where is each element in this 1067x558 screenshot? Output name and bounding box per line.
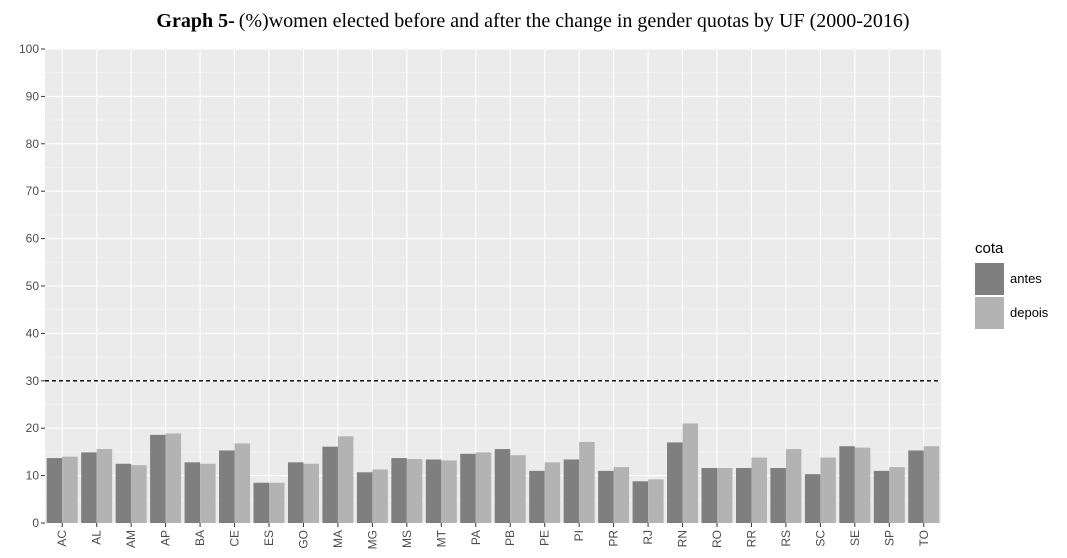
- bar: [613, 467, 630, 523]
- x-tick-label: MA: [331, 530, 345, 548]
- bar: [735, 468, 752, 523]
- bar: [81, 452, 97, 523]
- bar: [854, 447, 871, 523]
- bar: [544, 462, 561, 523]
- bar: [460, 453, 476, 523]
- y-tick-label: 60: [26, 232, 40, 246]
- x-tick-label: RO: [710, 530, 724, 548]
- bar: [804, 474, 821, 523]
- y-tick-label: 40: [26, 326, 40, 340]
- bar: [322, 446, 338, 523]
- bar: [717, 468, 733, 523]
- bar: [269, 482, 285, 523]
- bar: [425, 459, 442, 523]
- x-tick-label: BA: [193, 530, 207, 546]
- legend-label: antes: [1010, 271, 1042, 286]
- bar: [337, 436, 354, 523]
- y-tick-label: 80: [26, 137, 40, 151]
- bar: [908, 450, 924, 523]
- bar: [598, 470, 614, 523]
- bar: [770, 468, 786, 523]
- y-tick-label: 10: [26, 469, 40, 483]
- y-tick-label: 100: [19, 42, 39, 56]
- bar: [873, 470, 890, 523]
- bar: [494, 449, 511, 523]
- bar: [391, 458, 407, 523]
- bar: [889, 467, 905, 523]
- bar: [701, 468, 717, 523]
- bar: [667, 442, 683, 523]
- bar: [510, 455, 526, 523]
- y-tick-label: 30: [26, 374, 40, 388]
- bar: [579, 441, 595, 523]
- x-tick-label: AC: [55, 530, 69, 547]
- x-tick-label: PB: [503, 530, 517, 546]
- bar: [820, 457, 836, 523]
- y-tick-label: 0: [32, 516, 39, 530]
- legend-label: depois: [1010, 305, 1049, 320]
- x-tick-label: PR: [607, 530, 621, 547]
- bar: [115, 463, 132, 523]
- bar: [785, 449, 802, 523]
- x-tick-label: CE: [228, 530, 242, 547]
- bar: [96, 449, 113, 523]
- x-tick-label: AP: [159, 530, 173, 546]
- x-tick-label: RR: [744, 530, 758, 548]
- legend-title: cota: [975, 240, 1004, 257]
- y-tick-label: 70: [26, 184, 40, 198]
- bar: [529, 470, 545, 523]
- x-tick-label: RN: [676, 530, 690, 547]
- y-tick-label: 90: [26, 89, 40, 103]
- chart-title: Graph 5- (%)women elected before and afte…: [156, 10, 909, 32]
- x-tick-label: TO: [917, 530, 931, 546]
- legend-key: [975, 263, 1004, 295]
- x-tick-label: MS: [400, 530, 414, 548]
- bar: [303, 463, 319, 523]
- x-tick-label: SP: [882, 530, 896, 546]
- bar: [923, 446, 940, 523]
- bar: [62, 456, 78, 523]
- bar: [131, 465, 147, 523]
- x-tick-label: PA: [469, 530, 483, 545]
- bar: [253, 482, 269, 523]
- bar: [751, 457, 767, 523]
- bar: [839, 446, 855, 523]
- x-tick-label: AL: [90, 530, 104, 545]
- bar: [441, 460, 457, 523]
- x-tick-label: GO: [296, 530, 310, 549]
- x-tick-label: PE: [538, 530, 552, 546]
- bar: [200, 463, 216, 523]
- bar: [234, 443, 251, 523]
- bar: [563, 459, 580, 523]
- bar: [46, 458, 63, 523]
- bar: [219, 450, 235, 523]
- x-tick-label: SC: [813, 530, 827, 547]
- y-tick-label: 50: [26, 279, 40, 293]
- title-prefix: Graph 5-: [156, 10, 234, 32]
- bar: [475, 452, 492, 523]
- bar: [406, 459, 423, 523]
- y-tick-label: 20: [26, 421, 40, 435]
- bar: [682, 423, 699, 523]
- bar: [184, 462, 201, 523]
- x-tick-label: SE: [848, 530, 862, 546]
- bar: [287, 462, 304, 523]
- bar: [165, 433, 182, 523]
- bar: [648, 479, 664, 523]
- x-tick-label: AM: [124, 530, 138, 548]
- bar: [356, 472, 373, 523]
- bar: [632, 481, 649, 523]
- x-tick-label: RJ: [641, 530, 655, 545]
- x-tick-label: MG: [365, 530, 379, 549]
- x-tick-label: PI: [572, 530, 586, 541]
- bar: [150, 434, 166, 523]
- title-text: (%)women elected before and after the ch…: [239, 10, 910, 32]
- x-tick-label: ES: [262, 530, 276, 546]
- legend-key: [975, 297, 1004, 329]
- x-tick-label: MT: [434, 529, 448, 547]
- bar: [372, 469, 388, 523]
- x-tick-label: RS: [779, 530, 793, 547]
